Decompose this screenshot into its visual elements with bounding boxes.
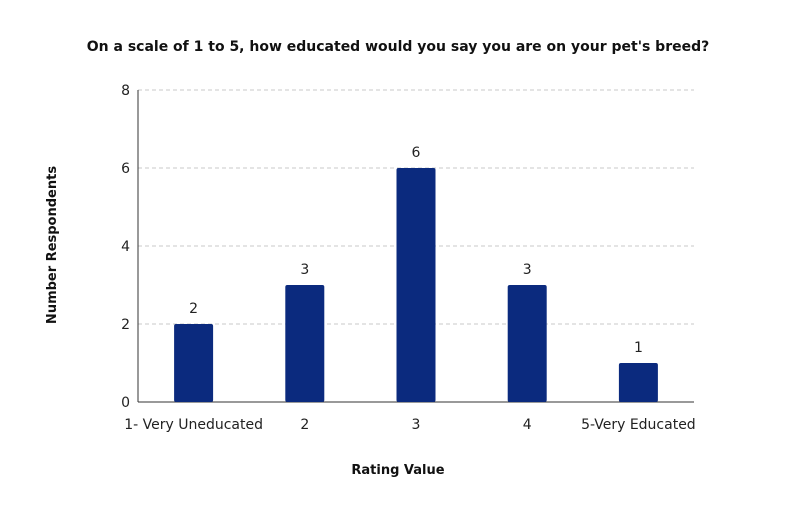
y-tick-label: 0 xyxy=(121,395,130,411)
gridlines xyxy=(138,89,694,325)
chart-title: On a scale of 1 to 5, how educated would… xyxy=(87,39,710,55)
data-label: 2 xyxy=(189,301,198,317)
data-label: 3 xyxy=(300,262,309,278)
x-tick-label: 5-Very Educated xyxy=(581,417,696,433)
y-tick-label: 2 xyxy=(121,317,130,333)
x-tick-label: 3 xyxy=(412,417,421,433)
bar xyxy=(285,285,325,402)
labels: 0 2 4 6 8 2 1- Very Uneducated 3 2 6 3 3 4 1 5-Very Ed… xyxy=(121,83,696,433)
bar xyxy=(396,168,436,402)
bars xyxy=(174,168,658,402)
data-label: 1 xyxy=(634,340,643,356)
x-tick-label: 1- Very Uneducated xyxy=(124,417,263,433)
bar xyxy=(618,363,658,402)
y-axis-title: Number Respondents xyxy=(45,166,60,324)
x-tick-label: 4 xyxy=(523,417,532,433)
x-tick-label: 2 xyxy=(300,417,309,433)
x-axis-title: Rating Value xyxy=(351,463,444,478)
y-tick-label: 4 xyxy=(121,239,130,255)
y-tick-label: 6 xyxy=(121,161,130,177)
bar xyxy=(174,324,214,402)
bar xyxy=(507,285,547,402)
y-tick-label: 8 xyxy=(121,83,130,99)
data-label: 3 xyxy=(523,262,532,278)
data-label: 6 xyxy=(412,145,421,161)
